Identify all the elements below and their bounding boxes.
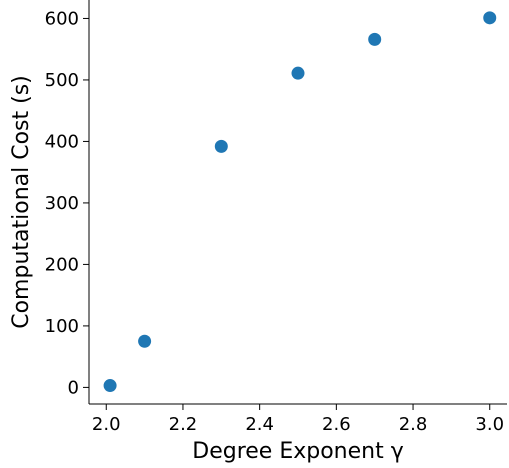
x-axis-label: Degree Exponent γ: [192, 439, 403, 464]
x-tick-label: 2.4: [245, 414, 274, 435]
x-tick-label: 2.8: [399, 414, 428, 435]
data-points: [103, 11, 497, 393]
data-point: [483, 11, 497, 25]
x-tick-label: 2.2: [169, 414, 198, 435]
data-point: [138, 334, 152, 348]
y-ticks: 0 100 200 300 400 500 600: [45, 8, 89, 398]
x-tick-label: 2.6: [322, 414, 351, 435]
y-tick-label: 600: [45, 8, 79, 29]
y-tick-label: 200: [45, 254, 79, 275]
y-tick-label: 100: [45, 316, 79, 337]
x-ticks: 2.0 2.2 2.4 2.6 2.8 3.0: [92, 404, 504, 435]
x-tick-label: 2.0: [92, 414, 121, 435]
data-point: [291, 66, 305, 80]
data-point: [368, 32, 382, 46]
plot-area: 2.0 2.2 2.4 2.6 2.8 3.0 0 100 200 300 400 500 600: [45, 0, 507, 435]
data-point: [214, 139, 228, 153]
y-tick-label: 400: [45, 131, 79, 152]
y-tick-label: 500: [45, 70, 79, 91]
y-axis-label: Computational Cost (s): [9, 75, 34, 329]
x-tick-label: 3.0: [475, 414, 504, 435]
y-tick-label: 300: [45, 193, 79, 214]
y-tick-label: 0: [68, 377, 79, 398]
data-point: [103, 379, 117, 393]
